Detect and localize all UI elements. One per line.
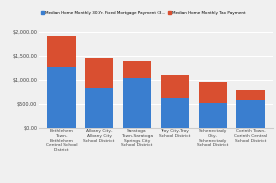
Bar xyxy=(85,88,113,128)
Bar xyxy=(47,67,76,128)
Bar xyxy=(161,98,189,128)
Legend: Median Home Monthly 30-Yr. Fixed Mortgage Payment (3..., Median Home Monthly Tax: Median Home Monthly 30-Yr. Fixed Mortgag… xyxy=(41,11,246,15)
Bar xyxy=(85,58,113,88)
Bar xyxy=(198,103,227,128)
Bar xyxy=(123,61,151,78)
Bar xyxy=(47,36,76,67)
Bar xyxy=(236,100,265,128)
Bar xyxy=(236,90,265,100)
Bar xyxy=(198,82,227,103)
Bar xyxy=(161,75,189,98)
Bar xyxy=(123,78,151,128)
